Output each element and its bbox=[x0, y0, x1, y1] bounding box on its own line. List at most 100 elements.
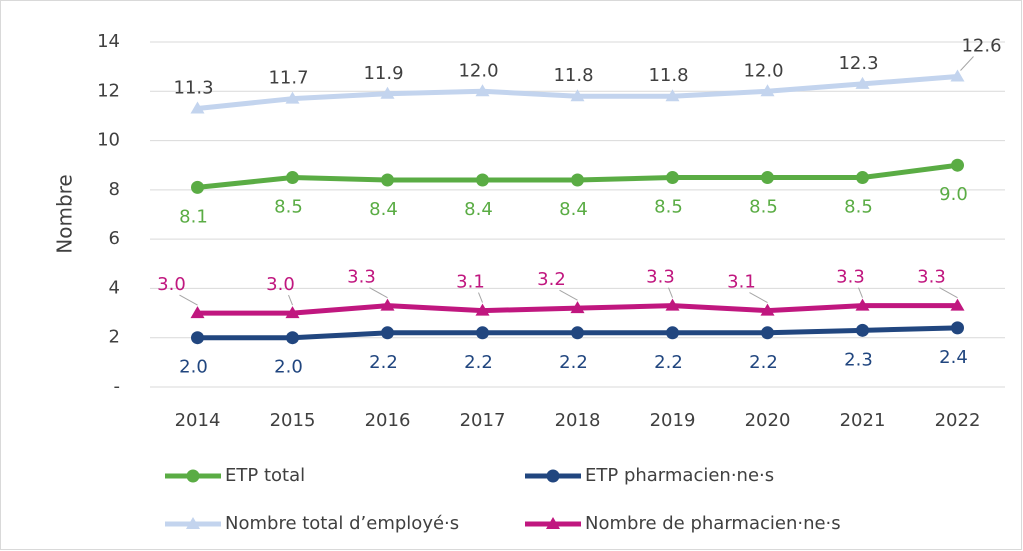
data-label: 11.8 bbox=[553, 65, 593, 86]
data-label: 12.6 bbox=[961, 36, 1001, 57]
x-tick-label: 2017 bbox=[460, 410, 506, 431]
data-point bbox=[760, 84, 775, 97]
legend-label: ETP total bbox=[225, 465, 305, 486]
data-point bbox=[285, 91, 300, 104]
leader-line bbox=[179, 294, 198, 306]
data-point bbox=[475, 84, 490, 97]
x-tick-label: 2016 bbox=[365, 410, 411, 431]
data-point bbox=[475, 303, 490, 316]
leader-line bbox=[288, 294, 293, 306]
data-point bbox=[856, 323, 869, 337]
data-label: 3.2 bbox=[537, 269, 566, 290]
data-point bbox=[951, 321, 964, 335]
x-tick-label: 2022 bbox=[935, 410, 981, 431]
data-label: 11.9 bbox=[363, 63, 403, 84]
x-tick-label: 2018 bbox=[555, 410, 601, 431]
leader-line bbox=[749, 292, 768, 304]
data-point bbox=[665, 89, 680, 102]
data-point bbox=[190, 306, 205, 319]
data-label: 3.1 bbox=[456, 272, 485, 293]
data-label: 8.5 bbox=[749, 197, 778, 218]
leader-line bbox=[668, 287, 673, 298]
data-label: 8.5 bbox=[844, 197, 873, 218]
data-point bbox=[190, 101, 205, 114]
data-point bbox=[286, 171, 299, 185]
legend-marker bbox=[546, 517, 560, 529]
legend-label: Nombre de pharmacien·ne·s bbox=[585, 513, 841, 534]
legend-label: Nombre total d’employé·s bbox=[225, 513, 459, 534]
data-point bbox=[476, 326, 489, 340]
data-label: 2.2 bbox=[559, 352, 588, 373]
legend-marker bbox=[186, 469, 200, 483]
data-point bbox=[285, 306, 300, 319]
data-point bbox=[666, 326, 679, 340]
data-label: 8.5 bbox=[274, 197, 303, 218]
leader-line bbox=[858, 287, 863, 298]
data-label: 11.7 bbox=[268, 68, 308, 89]
data-label: 8.4 bbox=[369, 199, 398, 220]
leader-line bbox=[960, 56, 974, 71]
y-tick-label: 2 bbox=[109, 327, 120, 348]
data-label: 8.1 bbox=[179, 206, 208, 227]
data-label: 11.8 bbox=[648, 65, 688, 86]
data-point bbox=[286, 331, 299, 345]
data-label: 9.0 bbox=[939, 184, 968, 205]
x-tick-label: 2014 bbox=[175, 410, 221, 431]
data-point bbox=[761, 326, 774, 340]
x-tick-label: 2019 bbox=[650, 410, 696, 431]
data-label: 2.0 bbox=[179, 357, 208, 378]
data-point bbox=[950, 298, 965, 311]
data-label: 2.2 bbox=[464, 352, 493, 373]
data-label: 3.3 bbox=[917, 267, 946, 288]
data-label: 2.3 bbox=[844, 349, 873, 370]
data-point bbox=[761, 171, 774, 185]
data-label: 12.0 bbox=[458, 60, 498, 81]
data-label: 12.3 bbox=[838, 53, 878, 74]
x-tick-label: 2020 bbox=[745, 410, 791, 431]
data-label: 12.0 bbox=[743, 60, 783, 81]
data-point bbox=[476, 173, 489, 187]
data-label: 8.4 bbox=[559, 199, 588, 220]
data-label: 8.5 bbox=[654, 197, 683, 218]
y-tick-label: 4 bbox=[109, 277, 120, 298]
data-point bbox=[665, 298, 680, 311]
data-point bbox=[951, 158, 964, 172]
leader-line bbox=[559, 289, 578, 301]
data-point bbox=[381, 326, 394, 340]
y-axis-label: Nombre bbox=[53, 174, 77, 253]
leader-line bbox=[369, 287, 388, 299]
data-label: 2.4 bbox=[939, 347, 968, 368]
data-label: 3.3 bbox=[836, 267, 865, 288]
data-label: 3.0 bbox=[266, 274, 295, 295]
data-label: 3.1 bbox=[727, 272, 756, 293]
data-point bbox=[380, 86, 395, 99]
data-point bbox=[666, 171, 679, 185]
data-label: 3.3 bbox=[646, 267, 675, 288]
leader-line bbox=[939, 287, 958, 299]
data-label: 8.4 bbox=[464, 199, 493, 220]
data-label: 2.2 bbox=[369, 352, 398, 373]
data-point bbox=[760, 303, 775, 316]
data-point bbox=[571, 326, 584, 340]
y-tick-label: 10 bbox=[97, 130, 120, 151]
data-point bbox=[191, 180, 204, 194]
data-label: 11.3 bbox=[173, 78, 213, 99]
x-tick-label: 2015 bbox=[270, 410, 316, 431]
legend-label: ETP pharmacien·ne·s bbox=[585, 465, 774, 486]
y-tick-label: 6 bbox=[109, 228, 120, 249]
y-tick-label: - bbox=[114, 376, 121, 397]
data-point bbox=[950, 69, 965, 82]
data-point bbox=[570, 89, 585, 102]
data-point bbox=[856, 171, 869, 185]
y-tick-label: 12 bbox=[97, 80, 120, 101]
data-label: 3.0 bbox=[157, 274, 186, 295]
data-label: 2.2 bbox=[654, 352, 683, 373]
y-tick-label: 14 bbox=[97, 31, 120, 52]
legend-marker bbox=[546, 469, 560, 483]
data-point bbox=[855, 76, 870, 89]
data-point bbox=[571, 173, 584, 187]
leader-line bbox=[478, 292, 483, 303]
data-point bbox=[570, 301, 585, 314]
legend-marker bbox=[186, 517, 200, 529]
